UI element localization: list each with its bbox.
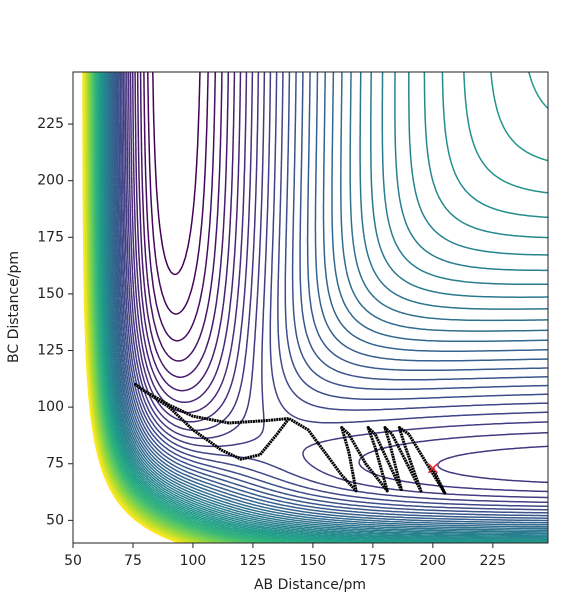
contour-field (82, 72, 548, 543)
contour-line (147, 72, 209, 315)
contour-line (119, 72, 548, 508)
contour-line (134, 72, 236, 392)
x-tick-label: 200 (419, 553, 446, 569)
contour-line (115, 72, 548, 517)
contour-line (152, 72, 201, 276)
y-axis-label: BC Distance/pm (6, 251, 22, 363)
contour-line (107, 72, 548, 532)
end-marker (427, 463, 438, 474)
x-tick-label: 225 (479, 553, 506, 569)
contour-line (113, 72, 548, 522)
contour-line (114, 72, 548, 519)
contour-line (118, 72, 548, 511)
contour-line (129, 72, 248, 414)
x-tick-label: 150 (300, 553, 327, 569)
contour-line (82, 72, 180, 543)
contour-line (111, 72, 548, 524)
y-tick-label: 175 (37, 229, 64, 245)
y-tick-label: 125 (37, 343, 64, 359)
y-tick-label: 200 (37, 173, 64, 189)
contour-line (108, 72, 548, 530)
contour-line (121, 72, 548, 504)
y-tick-label: 75 (46, 456, 64, 472)
y-tick-label: 150 (37, 286, 64, 302)
y-tick-label: 50 (46, 512, 64, 528)
y-tick-label: 100 (37, 399, 64, 415)
plot-frame (72, 71, 549, 544)
contour-line (110, 72, 548, 526)
y-tick-label: 225 (37, 116, 64, 132)
contour-line (106, 72, 548, 533)
contour-line (103, 72, 548, 538)
contour-line (116, 72, 548, 514)
x-tick-label: 175 (360, 553, 387, 569)
contour-line (143, 72, 216, 342)
x-tick-label: 75 (124, 553, 142, 569)
contour-line (139, 72, 223, 362)
contour-line (125, 72, 548, 484)
x-tick-label: 125 (240, 553, 267, 569)
contour-line (122, 72, 548, 499)
contour-line (109, 72, 548, 528)
contour-line (98, 72, 430, 543)
x-tick-label: 50 (64, 553, 82, 569)
contour-line (101, 72, 548, 542)
contour-line (102, 72, 548, 539)
contour-line (124, 72, 548, 493)
contour-line (104, 72, 548, 536)
x-tick-label: 100 (180, 553, 207, 569)
trajectory (133, 383, 447, 495)
contour-line (136, 72, 230, 378)
contour-line (105, 72, 548, 535)
contour-line (102, 72, 548, 540)
contour-line (131, 72, 242, 404)
x-axis-label: AB Distance/pm (254, 577, 366, 593)
